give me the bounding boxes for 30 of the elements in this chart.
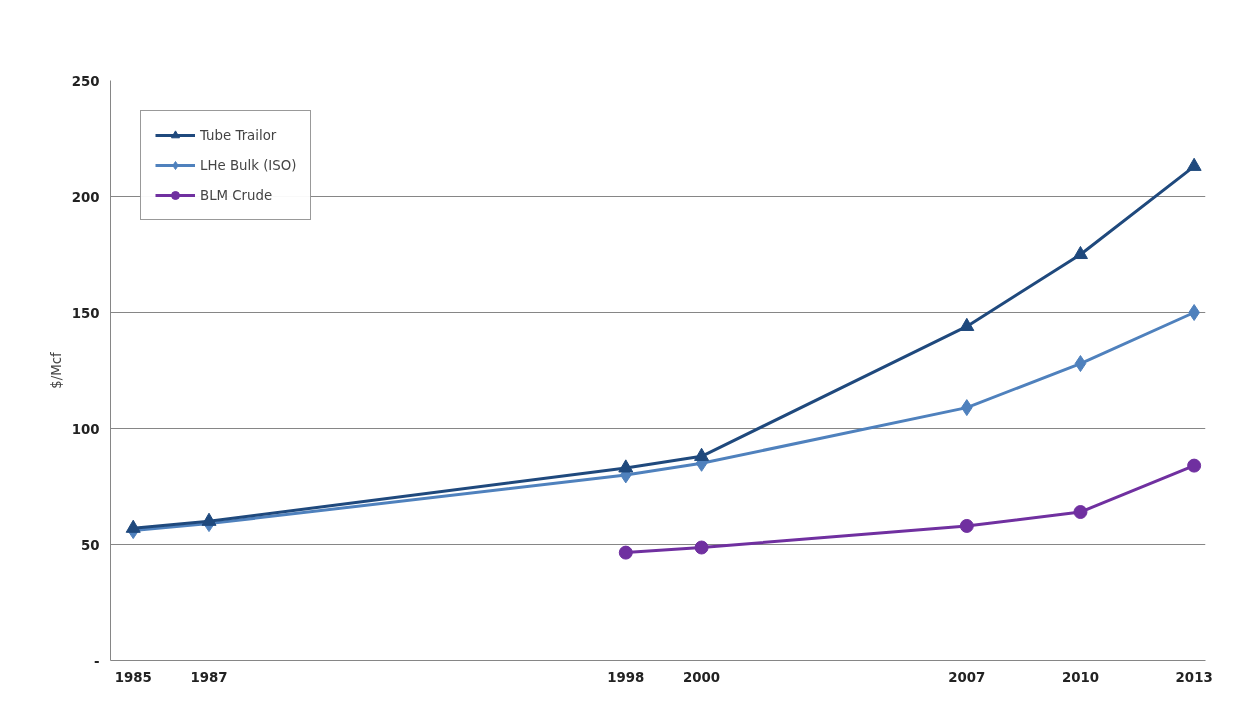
point bbox=[1072, 245, 1088, 260]
y-tick-label: - bbox=[93, 653, 100, 669]
point bbox=[1074, 355, 1087, 373]
point bbox=[694, 447, 710, 461]
point bbox=[1186, 157, 1202, 171]
point bbox=[1187, 458, 1202, 473]
y-tick-label: 150 bbox=[71, 305, 100, 321]
y-tick-label: 200 bbox=[71, 189, 100, 205]
y-axis-title: $/Mcf bbox=[48, 351, 64, 389]
x-tick-label: 1998 bbox=[607, 669, 645, 685]
x-tick-label: 2007 bbox=[948, 669, 986, 685]
y-tick-label: 50 bbox=[80, 537, 100, 553]
y-tick-label: 100 bbox=[71, 421, 100, 437]
point bbox=[960, 399, 973, 417]
point bbox=[959, 518, 974, 533]
legend-label: LHe Bulk (ISO) bbox=[200, 157, 297, 173]
point bbox=[618, 459, 634, 473]
point bbox=[959, 317, 975, 331]
point bbox=[618, 545, 633, 560]
x-tick-label: 1985 bbox=[114, 669, 152, 685]
x-tick-label: 2010 bbox=[1061, 669, 1100, 685]
point bbox=[694, 540, 709, 555]
x-tick-label: 1987 bbox=[190, 669, 228, 685]
x-tick-label: 2000 bbox=[683, 669, 721, 685]
point bbox=[1188, 304, 1200, 321]
legend-label: Tube Trailor bbox=[200, 127, 277, 143]
legend-label: BLM Crude bbox=[200, 187, 273, 203]
point bbox=[1073, 505, 1088, 520]
x-tick-label: 2013 bbox=[1175, 669, 1213, 685]
y-tick-label: 250 bbox=[71, 73, 100, 89]
